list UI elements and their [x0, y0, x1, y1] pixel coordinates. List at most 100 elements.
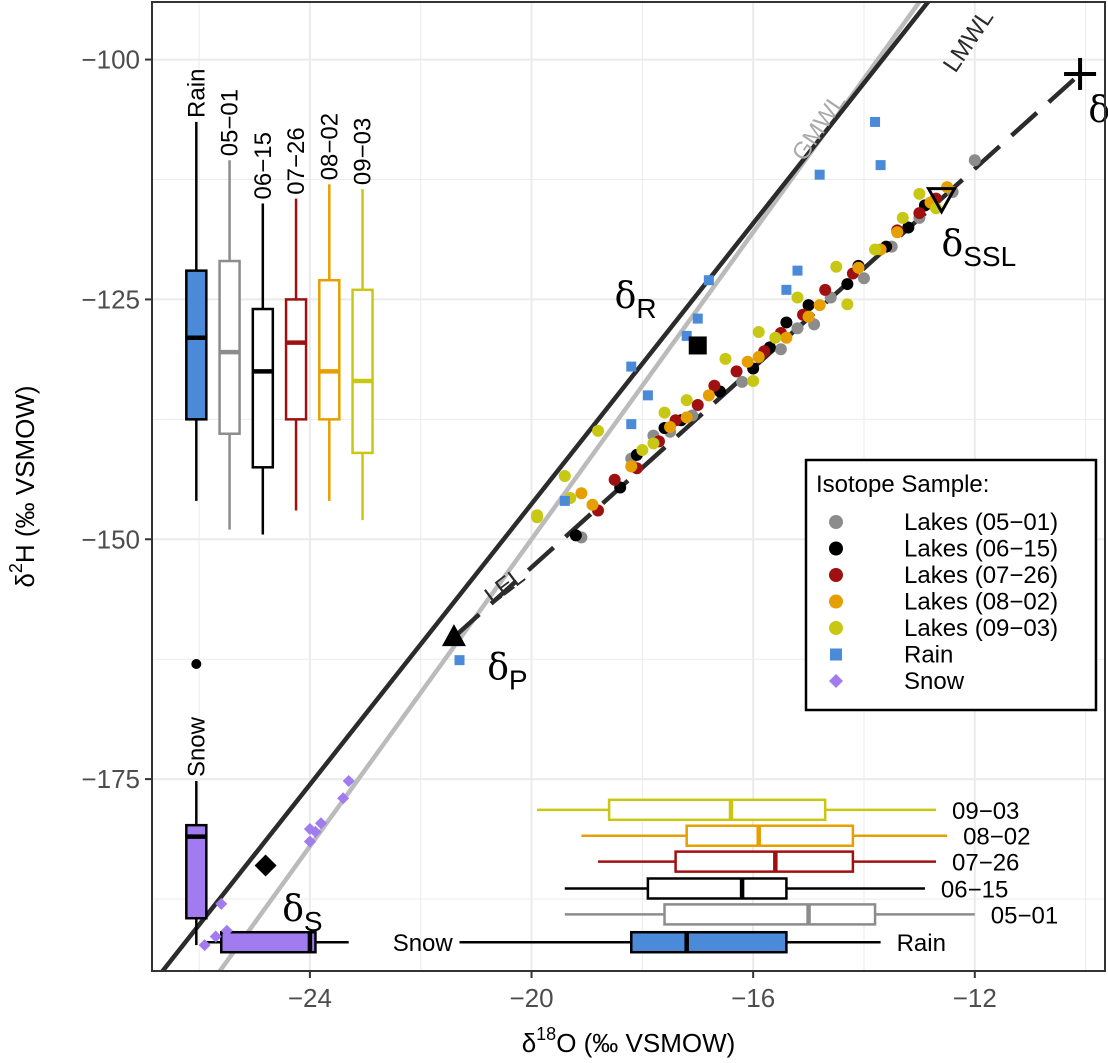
point-lake	[841, 278, 854, 291]
axis-titles: δ18O (‰ VSMOW) δ2H (‰ VSMOW)	[6, 385, 735, 1058]
point-lake	[752, 326, 765, 339]
axis-ticks: −24 −20 −16 −12 −100 −125 −150 −175	[81, 45, 996, 1013]
x-tick-label: −16	[731, 983, 775, 1013]
special-label: δP	[487, 647, 527, 695]
hbox-Rain: Rain	[459, 930, 946, 957]
point-snow	[342, 775, 355, 788]
point-lake	[968, 154, 981, 167]
special-label: δR	[615, 276, 657, 324]
hbox-label: 07−26	[952, 850, 1019, 877]
special-r: δR	[615, 276, 707, 355]
legend-item: Lakes (06−15)	[829, 536, 1058, 563]
point-lake	[913, 207, 926, 220]
legend-label: Lakes (08−02)	[904, 589, 1058, 616]
vbox-label: Rain	[183, 69, 210, 118]
point-lake	[636, 444, 649, 457]
point-rain	[814, 169, 825, 180]
legend-item: Lakes (05−01)	[829, 509, 1058, 536]
point-lake	[891, 226, 904, 239]
vbox-body	[318, 278, 341, 421]
point-lake	[664, 421, 677, 434]
hbox-label: 09−03	[952, 798, 1019, 825]
vbox-Snow: Snow	[183, 658, 210, 946]
hbox-0802: 08−02	[581, 824, 1030, 851]
hbox-label: Snow	[393, 930, 454, 957]
point-lake	[592, 424, 605, 437]
x-tick-label: −24	[288, 983, 332, 1013]
hbox-body	[674, 850, 855, 873]
vbox-label: 05−01	[217, 89, 244, 156]
hbox-body	[685, 824, 855, 847]
y-tick-label: −125	[81, 284, 140, 314]
y-axis-title: δ2H (‰ VSMOW)	[6, 385, 40, 587]
point-lake	[531, 509, 544, 522]
point-lake	[558, 469, 571, 482]
legend: Isotope Sample: Lakes (05−01)Lakes (06−15…	[804, 458, 1098, 712]
vbox-0615: 06−15	[250, 132, 277, 535]
special-label: δ*	[1088, 79, 1108, 131]
hbox-body	[663, 903, 877, 926]
vbox-label: 07−26	[283, 127, 310, 194]
point-rain	[703, 275, 714, 286]
vbox-body	[251, 307, 275, 469]
point-lake	[813, 299, 826, 312]
hbox-body	[630, 930, 788, 954]
point-lake	[575, 487, 588, 500]
special-points: δP δR δS δSSL δ*	[254, 57, 1108, 937]
special-ssl: δSSL	[925, 187, 1016, 272]
x-axis-title: δ18O (‰ VSMOW)	[522, 1024, 736, 1058]
point-snow	[314, 817, 327, 830]
point-lake	[791, 291, 804, 304]
point-lake	[769, 331, 782, 344]
point-lake	[719, 352, 732, 365]
point-lake	[902, 221, 915, 234]
legend-label: Rain	[904, 642, 953, 669]
plot-border	[151, 1, 1106, 972]
vbox-label: Snow	[183, 716, 210, 777]
point-rain	[559, 495, 570, 506]
special-star: δ*	[1064, 57, 1108, 131]
point-snow	[337, 792, 350, 805]
point-rain	[626, 361, 637, 372]
vbox-body	[185, 269, 208, 421]
point-rain	[781, 284, 792, 295]
point-lake	[802, 310, 815, 323]
hbox-label: 06−15	[941, 876, 1008, 903]
point-lake	[708, 379, 721, 392]
vbox-label: 09−03	[350, 118, 377, 185]
point-snow	[198, 939, 211, 952]
hbox-label: 05−01	[991, 902, 1058, 929]
marker-triangle-up	[441, 624, 466, 647]
y-tick-label: −150	[81, 524, 140, 554]
point-lake	[780, 316, 793, 329]
point-lake	[608, 473, 621, 486]
point-lake	[747, 374, 760, 387]
point-lake	[841, 298, 854, 311]
point-lake	[896, 211, 909, 224]
y-tick-label: −100	[81, 45, 140, 75]
special-label: δS	[282, 889, 322, 937]
point-rain	[875, 160, 886, 171]
point-lake	[702, 389, 715, 402]
point-lake	[941, 181, 954, 194]
vbox-0903: 09−03	[350, 118, 377, 521]
point-rain	[870, 116, 881, 127]
hbox-0903: 09−03	[537, 798, 1019, 825]
hbox-label: Rain	[897, 930, 946, 957]
special-s: δS	[254, 854, 323, 937]
vbox-body	[218, 259, 241, 435]
point-lake	[869, 243, 882, 256]
legend-box	[804, 458, 1098, 712]
point-lake	[730, 365, 743, 378]
hbox-label: 08−02	[963, 824, 1030, 851]
hbox-0501: 05−01	[564, 902, 1058, 929]
point-lake	[852, 261, 865, 274]
point-rain	[692, 313, 703, 324]
plot-frame	[151, 1, 1106, 972]
vbox-label: 06−15	[250, 132, 277, 199]
legend-label: Lakes (09−03)	[904, 615, 1058, 642]
point-rain	[454, 655, 465, 666]
point-lake	[741, 355, 754, 368]
marker-triangle-down	[925, 187, 958, 215]
